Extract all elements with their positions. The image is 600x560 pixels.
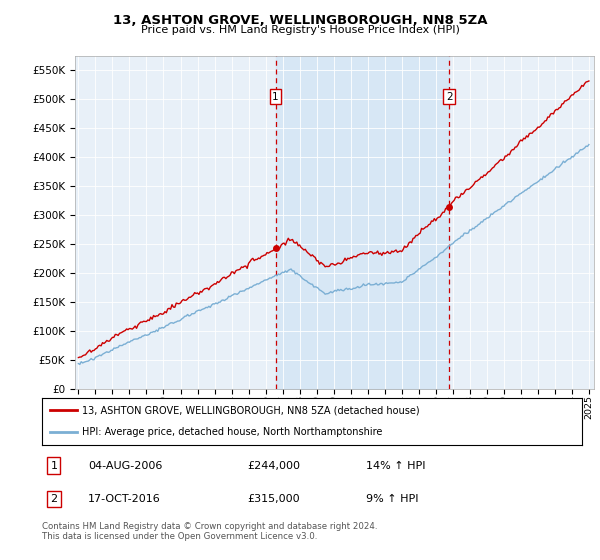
- Text: 2: 2: [446, 92, 452, 101]
- Text: 13, ASHTON GROVE, WELLINGBOROUGH, NN8 5ZA (detached house): 13, ASHTON GROVE, WELLINGBOROUGH, NN8 5Z…: [83, 405, 420, 416]
- Text: Price paid vs. HM Land Registry's House Price Index (HPI): Price paid vs. HM Land Registry's House …: [140, 25, 460, 35]
- Text: 9% ↑ HPI: 9% ↑ HPI: [366, 494, 419, 504]
- Text: HPI: Average price, detached house, North Northamptonshire: HPI: Average price, detached house, Nort…: [83, 427, 383, 437]
- Text: 1: 1: [50, 460, 58, 470]
- Text: £315,000: £315,000: [247, 494, 300, 504]
- Text: 17-OCT-2016: 17-OCT-2016: [88, 494, 161, 504]
- Text: Contains HM Land Registry data © Crown copyright and database right 2024.
This d: Contains HM Land Registry data © Crown c…: [42, 522, 377, 542]
- Text: 13, ASHTON GROVE, WELLINGBOROUGH, NN8 5ZA: 13, ASHTON GROVE, WELLINGBOROUGH, NN8 5Z…: [113, 14, 487, 27]
- Text: 1: 1: [272, 92, 279, 101]
- Text: £244,000: £244,000: [247, 460, 300, 470]
- Text: 14% ↑ HPI: 14% ↑ HPI: [366, 460, 425, 470]
- Text: 2: 2: [50, 494, 58, 504]
- Text: 04-AUG-2006: 04-AUG-2006: [88, 460, 162, 470]
